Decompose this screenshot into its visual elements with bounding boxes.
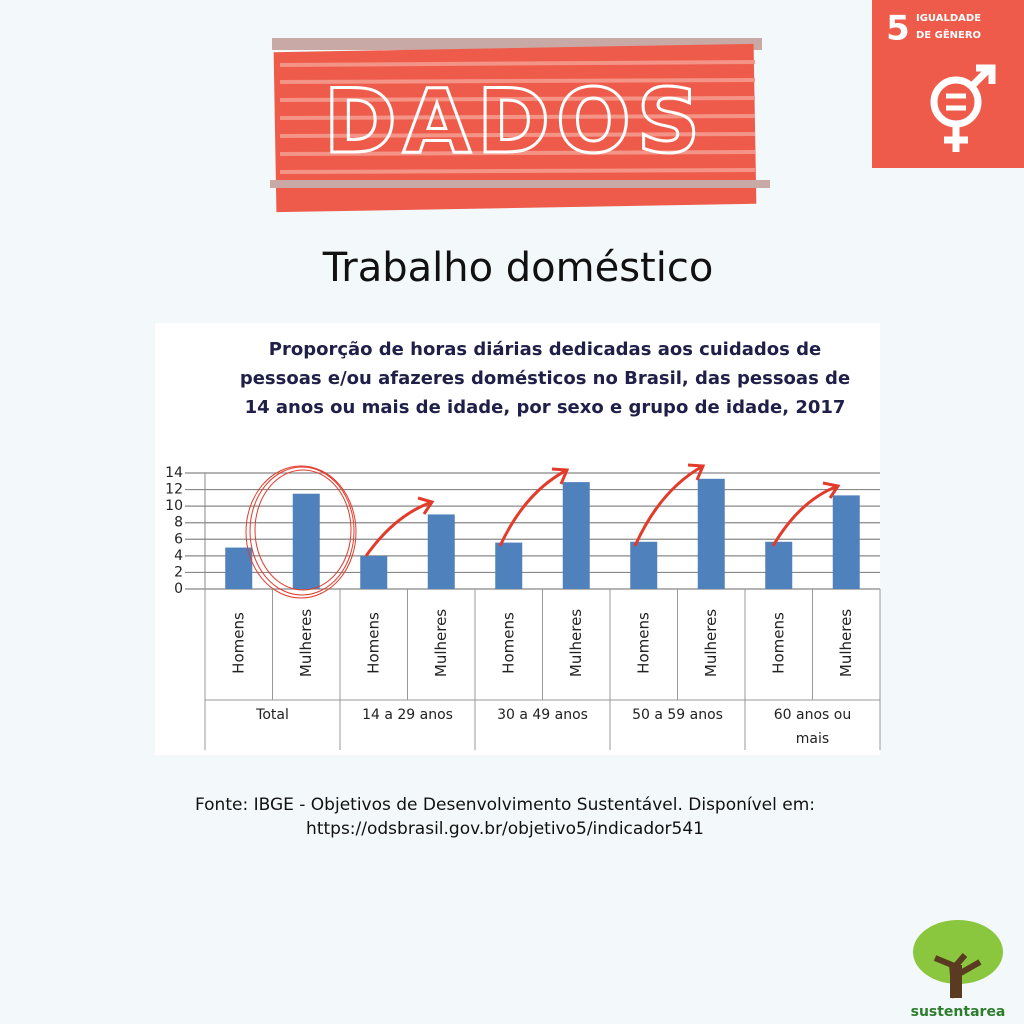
bar — [427, 514, 455, 589]
y-tick-label: 4 — [174, 548, 183, 564]
source-text: https://odsbrasil.gov.br/objetivo5/indic… — [306, 819, 704, 839]
group-label-box: 50 a 59 anos — [632, 707, 723, 723]
group-label-box: 30 a 49 anos — [497, 707, 588, 723]
y-tick-label: 12 — [165, 482, 183, 498]
y-tick-label: 2 — [174, 564, 183, 580]
x-tick-label: Mulheres — [432, 609, 450, 677]
arrows — [364, 463, 841, 557]
x-tick-label: Homens — [634, 612, 652, 674]
group-label-box: 14 a 29 anos — [362, 707, 453, 723]
x-tick-label: Homens — [769, 612, 787, 674]
highlight-circle — [245, 465, 357, 599]
group-label: 50 a 59 anos — [632, 707, 723, 723]
x-tick-label: Homens — [229, 612, 247, 674]
bar — [765, 541, 793, 589]
group-label: 60 anos ou mais — [773, 707, 852, 747]
chart-title-box: Proporção de horas diárias dedicadas aos… — [239, 339, 851, 418]
y-tick-label: 10 — [165, 498, 183, 514]
group-label-box: 60 anos ou mais — [773, 707, 852, 747]
x-tick-label: Homens — [499, 612, 517, 674]
x-tick-label: Homens — [364, 612, 382, 674]
x-tick-label: Mulheres — [297, 609, 315, 677]
bar — [697, 478, 725, 589]
gender-icon — [930, 64, 996, 152]
logo-text: sustentarea — [911, 1004, 1006, 1020]
y-tick-label: 0 — [174, 581, 183, 597]
banner-title: DADOS — [324, 70, 706, 173]
badge-label: IGUALDADE — [916, 13, 981, 24]
source-text: Fonte: IBGE - Objetivos de Desenvolvimen… — [195, 795, 815, 815]
bar — [292, 493, 320, 589]
x-tick-label: Mulheres — [837, 609, 855, 677]
group-label: 30 a 49 anos — [497, 707, 588, 723]
badge-label: DE GÊNERO — [916, 28, 981, 41]
banner: DADOS — [270, 38, 770, 213]
group-label: 14 a 29 anos — [362, 707, 453, 723]
x-tick-label: Mulheres — [702, 609, 720, 677]
badge-number: 5 — [886, 9, 910, 49]
bar — [832, 495, 860, 589]
bar — [495, 542, 523, 589]
y-tick-label: 6 — [174, 531, 183, 547]
chart-title: Proporção de horas diárias dedicadas aos… — [239, 339, 851, 418]
group-label: Total — [256, 707, 289, 723]
y-tick-label: 8 — [174, 515, 183, 531]
bar — [225, 547, 253, 589]
y-tick-label: 14 — [165, 465, 183, 481]
logo-tree — [913, 920, 1003, 999]
bar — [630, 541, 658, 589]
bar — [360, 555, 388, 589]
group-label-box: Total — [256, 707, 289, 723]
subtitle: Trabalho doméstico — [322, 245, 714, 291]
bar — [562, 482, 590, 589]
x-tick-label: Mulheres — [567, 609, 585, 677]
